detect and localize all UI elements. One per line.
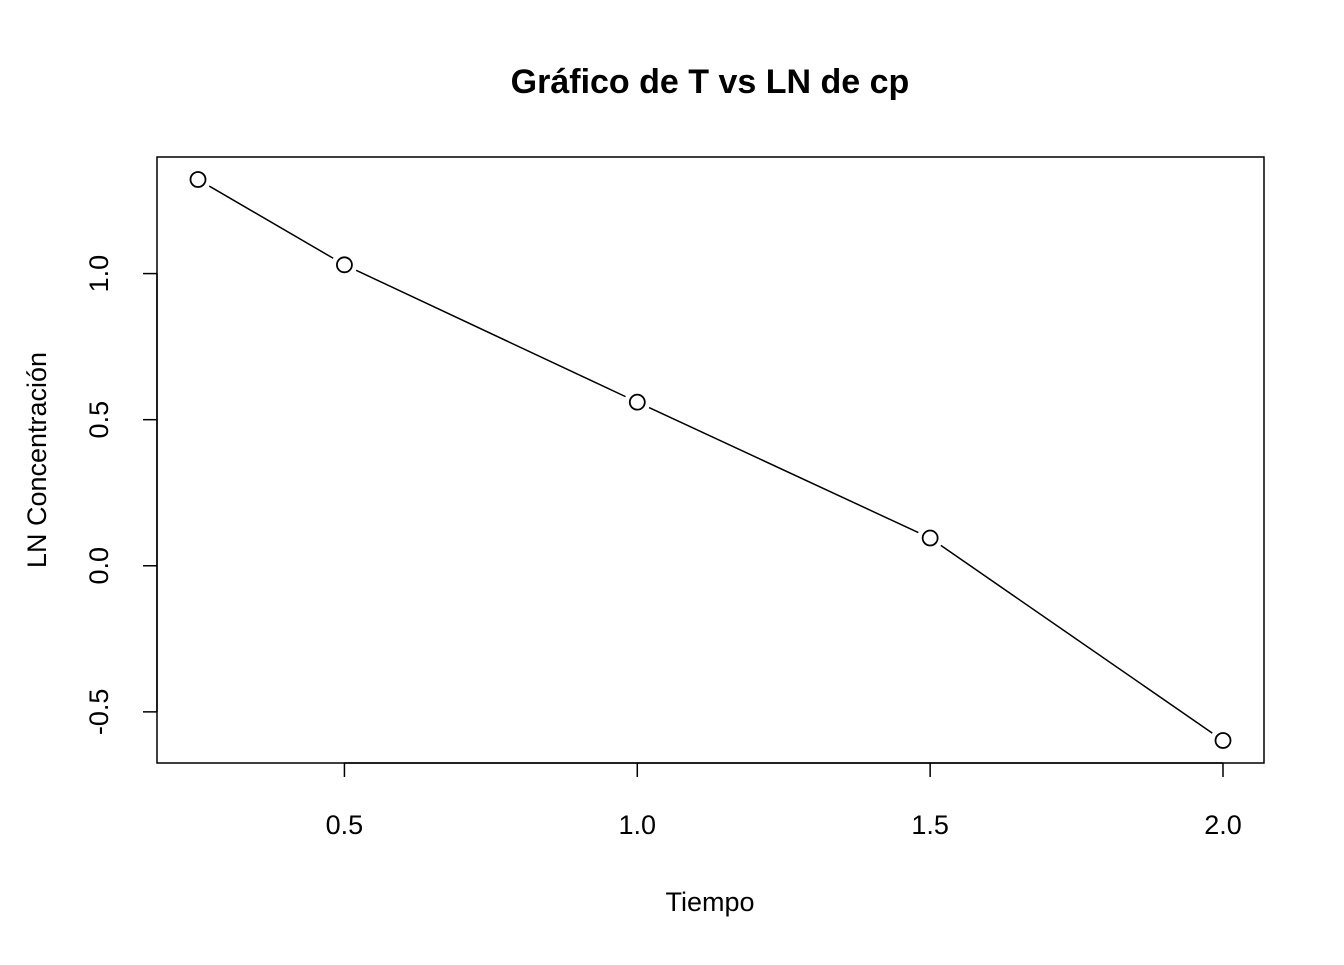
x-axis: 0.5 1.0 1.5 2.0 (326, 762, 1242, 840)
data-point (921, 529, 939, 547)
x-tick-label: 1.0 (619, 810, 657, 840)
data-point (189, 171, 207, 188)
y-tick-label: 0.0 (84, 547, 114, 585)
y-tick-label: -0.5 (84, 689, 114, 736)
x-axis-label: Tiempo (665, 887, 754, 917)
line-segment (648, 406, 919, 534)
y-tick-label: 1.0 (84, 255, 114, 293)
chart-title: Gráfico de T vs LN de cp (511, 63, 910, 101)
line-segment (355, 269, 626, 398)
series (189, 171, 1232, 749)
y-axis-label: LN Concentración (22, 352, 52, 568)
x-tick-label: 2.0 (1204, 810, 1242, 840)
plot-box (156, 156, 1265, 764)
y-axis: -0.5 0.0 0.5 1.0 (84, 255, 158, 736)
y-tick-label: 0.5 (84, 401, 114, 439)
line-segment (208, 185, 334, 259)
data-point (336, 256, 353, 274)
line-segment (940, 544, 1213, 734)
data-point (628, 393, 646, 411)
x-tick-label: 0.5 (326, 810, 364, 840)
x-tick-label: 1.5 (911, 810, 949, 840)
data-point (1214, 732, 1232, 749)
